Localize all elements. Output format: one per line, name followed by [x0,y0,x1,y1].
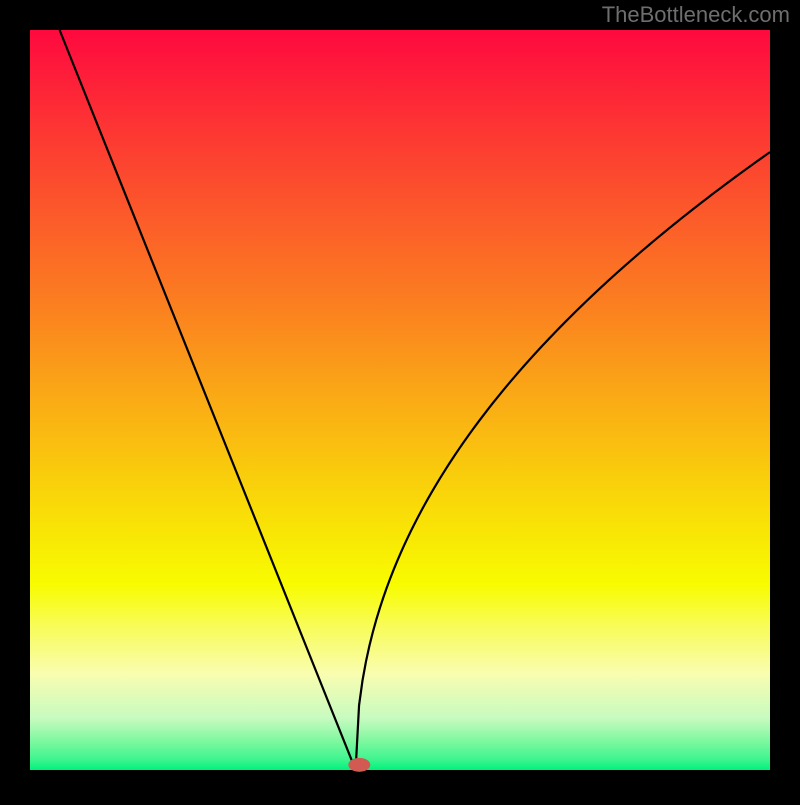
minimum-marker [348,758,370,772]
watermark: TheBottleneck.com [602,2,790,28]
plot-area [30,30,770,770]
bottleneck-chart [0,0,800,800]
